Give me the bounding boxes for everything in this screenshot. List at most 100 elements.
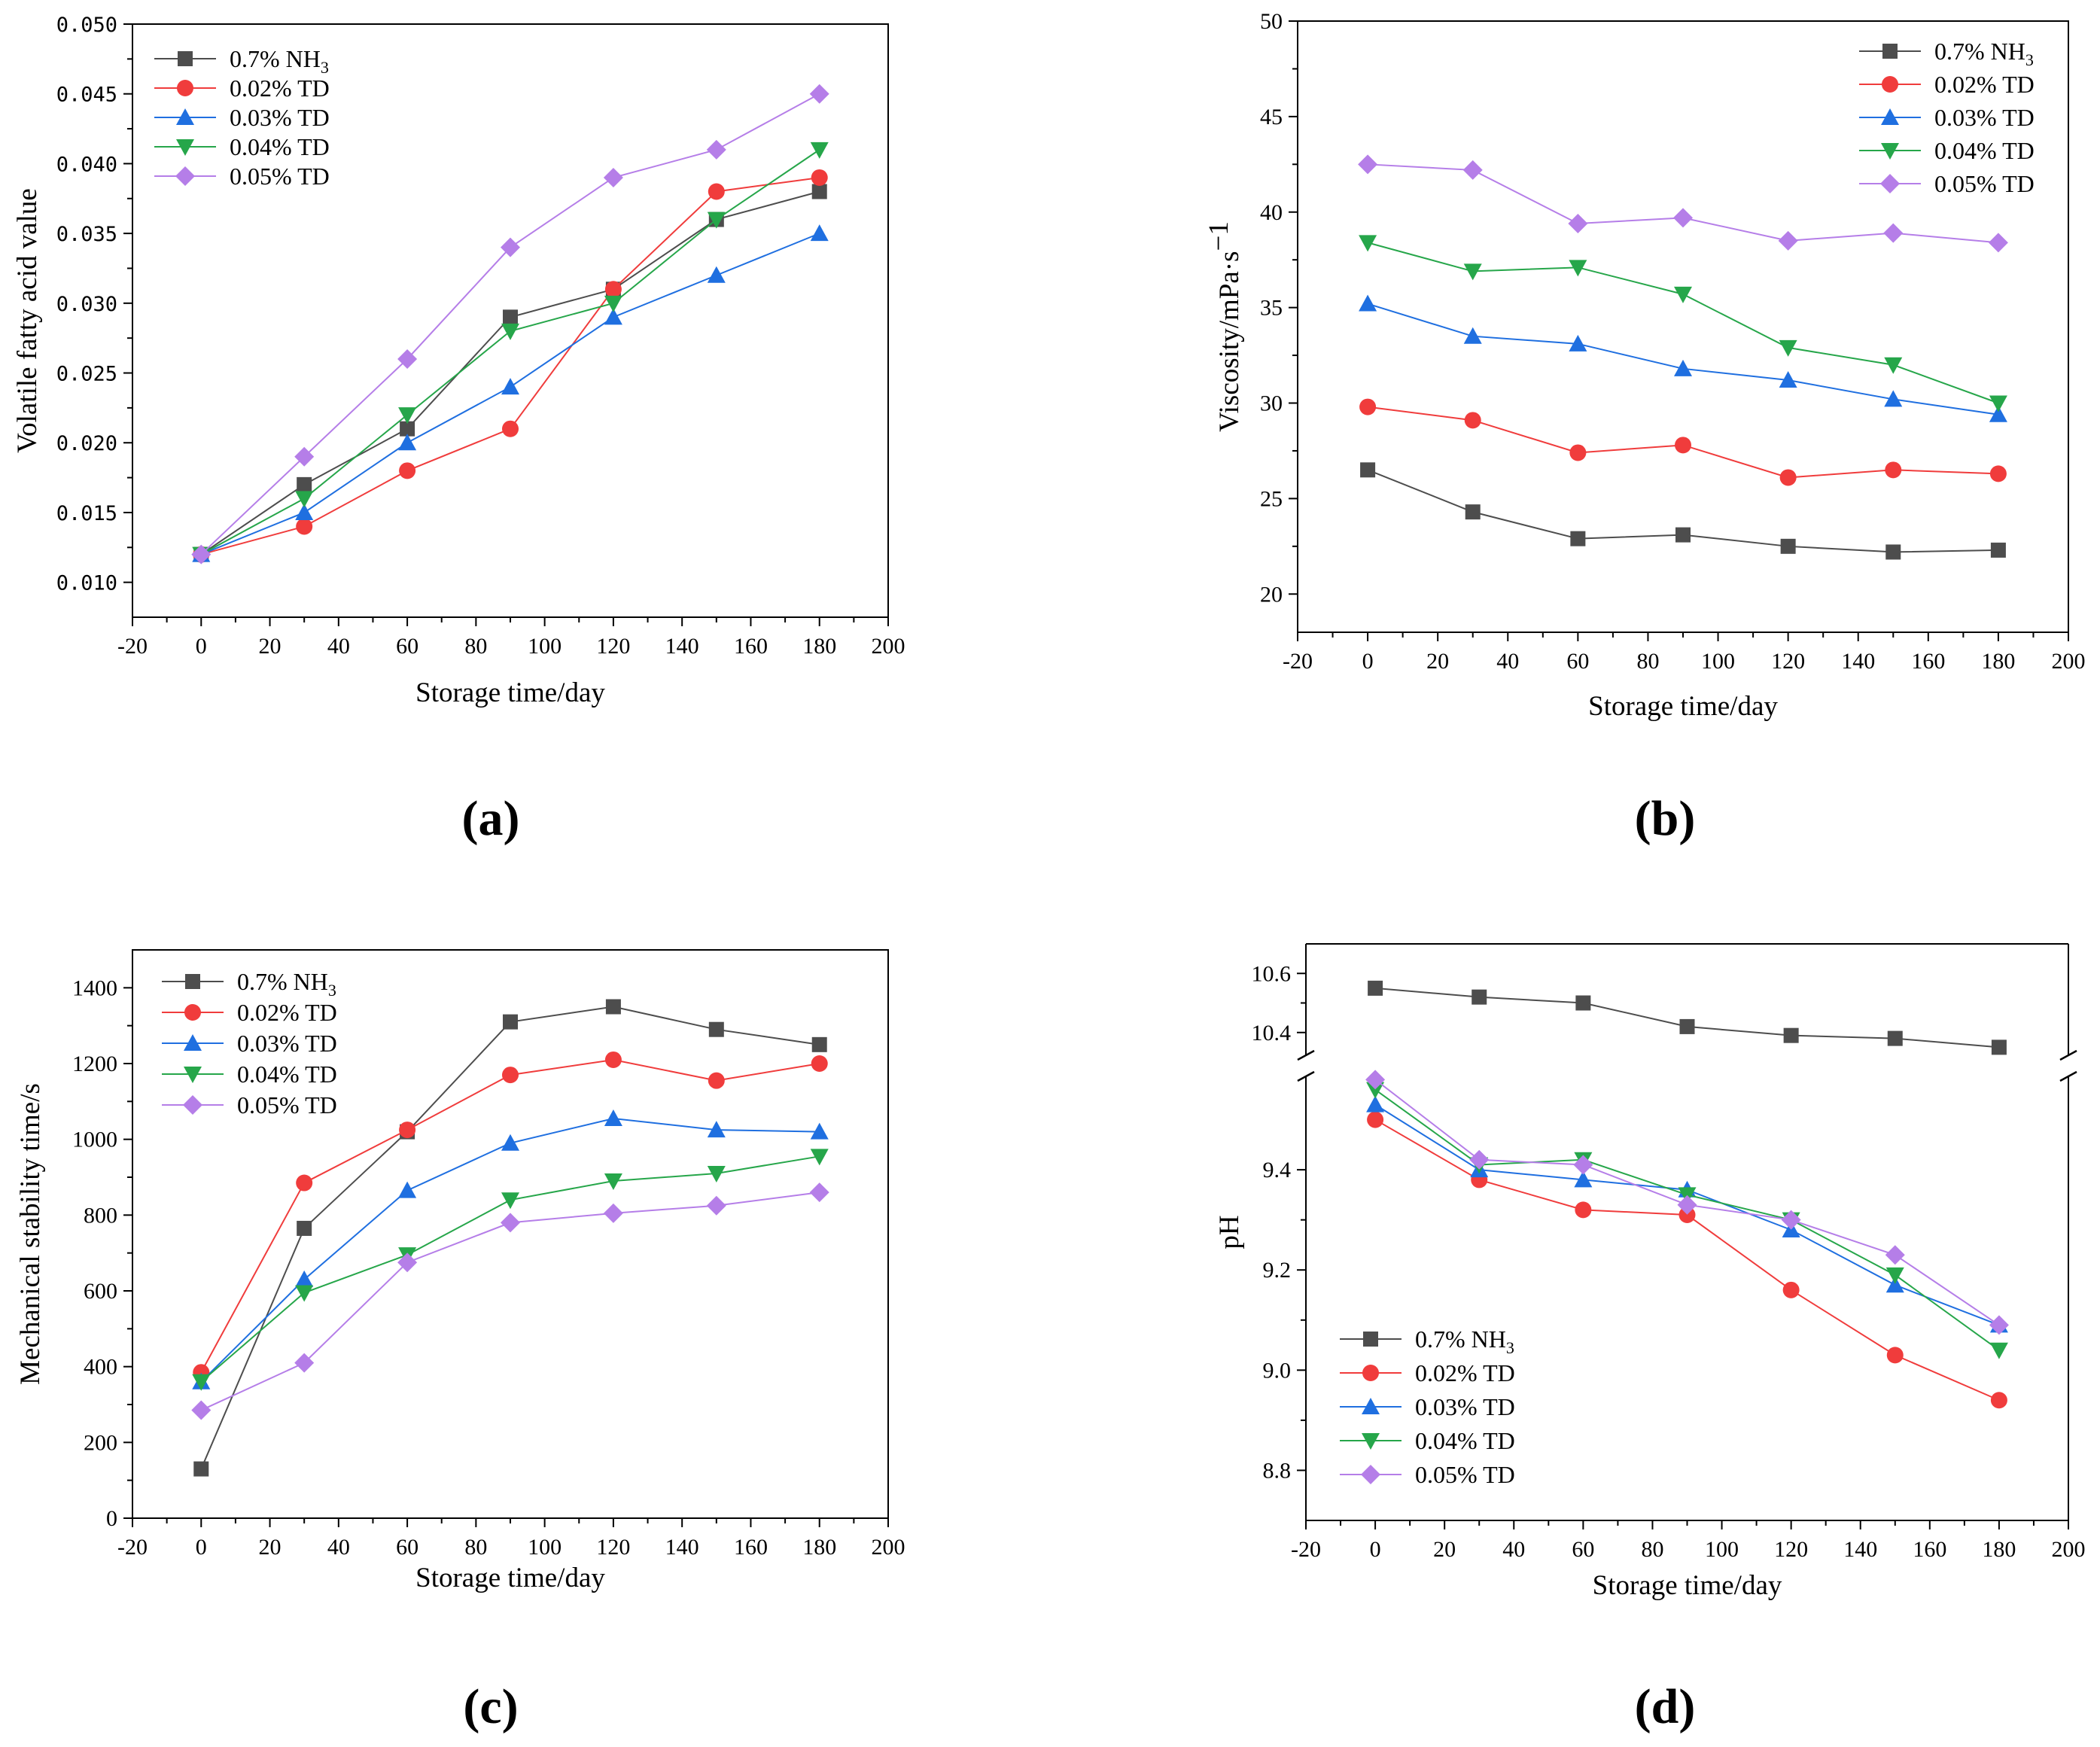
y-tick-label: 0.050 [56,14,117,37]
x-tick-label: 100 [528,634,562,659]
legend-marker [176,139,194,156]
series-5 [1365,1070,2009,1335]
legend-marker [178,51,193,66]
data-point [503,1014,518,1030]
data-point [604,1173,622,1191]
data-point [191,1400,212,1420]
y-tick-label: 10.6 [1252,961,1292,986]
y-tick-label: 50 [1260,9,1283,34]
data-point [399,1122,416,1139]
data-point [1574,1170,1593,1188]
x-tick-label: 180 [1981,649,2015,674]
series-line [200,1117,820,1383]
data-point [296,518,313,535]
series-4 [192,142,829,564]
y-axis-label: Viscosity/mPa·s−1 [1204,221,1245,432]
data-point [809,1182,829,1203]
data-point [811,184,827,199]
y-axis-label-text: Mechanical stability time/s [15,1083,46,1385]
data-point [604,281,622,298]
series-2 [193,169,828,563]
y-axis-label-text: Volatile fatty acid value [12,188,43,453]
x-tick-label: 140 [1841,649,1875,674]
data-point [1991,1039,2007,1055]
legend-label-main: 0.7% NH [1415,1325,1506,1353]
y-tick-label: 0.035 [56,223,117,246]
data-point [502,1067,519,1084]
data-point [604,1051,622,1068]
x-tick-label: 0 [196,634,207,659]
data-point [605,999,621,1015]
panel-label-a: (a) [462,791,520,846]
data-point [1782,1281,1800,1298]
data-point [1575,995,1591,1011]
data-point [1780,538,1796,554]
data-point [501,1213,520,1233]
legend-label: 0.7% NH3 [237,968,336,1000]
x-tick-label: 200 [2052,649,2086,674]
data-point [1573,1155,1593,1175]
data-point [1884,390,1903,407]
x-tick-label: -20 [117,634,148,659]
legend-label: 0.02% TD [1415,1359,1515,1386]
y-tick-label: 0.025 [56,363,117,386]
data-point [810,1149,829,1166]
y-tick-label: 800 [84,1203,117,1228]
data-point [1781,1210,1801,1230]
data-point [1989,405,2007,422]
data-point [1989,465,2007,482]
x-tick-label: 120 [596,634,630,659]
series-3 [1359,294,2007,422]
x-tick-label: 20 [259,634,282,659]
x-tick-label: 0 [1362,649,1374,674]
legend-marker [183,1095,202,1115]
x-tick-label: 40 [1502,1537,1525,1562]
data-point [1366,1082,1385,1099]
data-point [1779,371,1797,388]
x-axis-label: Storage time/day [1593,1570,1782,1601]
legend-label: 0.05% TD [237,1091,337,1119]
x-tick-label: -20 [1291,1537,1321,1562]
legend-marker [184,1004,201,1021]
data-point [708,183,725,200]
legend-label: 0.7% NH3 [1934,38,2034,69]
data-point [707,212,726,229]
x-tick-label: 140 [665,1535,699,1560]
data-point [1883,223,1904,243]
data-point [810,142,829,159]
x-tick-label: 180 [1982,1537,2016,1562]
series-5 [191,1182,829,1420]
legend-label-subscript: 3 [2025,50,2034,69]
data-point [295,1285,314,1302]
data-point [1885,1245,1905,1265]
data-point [1885,461,1902,479]
x-tick-label: 80 [464,1535,487,1560]
data-point [1989,395,2007,412]
data-point [1368,980,1383,996]
legend-marker [1881,108,1899,125]
y-axis-label-superscript: −1 [1204,221,1234,251]
x-tick-label: 40 [1496,649,1519,674]
y-tick-label: 0.045 [56,84,117,107]
data-point [810,1122,829,1140]
data-point [1469,1149,1490,1170]
data-point [1568,213,1588,233]
x-tick-label: 40 [327,1535,350,1560]
data-point [809,84,829,104]
data-point [1366,1095,1385,1112]
panel-label-d: (d) [1635,1679,1696,1734]
legend-label-main: 0.7% NH [237,968,328,995]
x-tick-label: 20 [259,1535,282,1560]
data-point [501,323,519,340]
y-tick-label: 0.015 [56,502,117,525]
legend-label-subscript: 3 [1506,1338,1514,1357]
data-point [295,503,314,520]
legend-label: 0.03% TD [1934,104,2035,131]
y-tick-label: 0.010 [56,572,117,595]
y-tick-label: 1000 [72,1128,117,1152]
data-point [707,1121,726,1138]
series-line [200,1155,820,1383]
